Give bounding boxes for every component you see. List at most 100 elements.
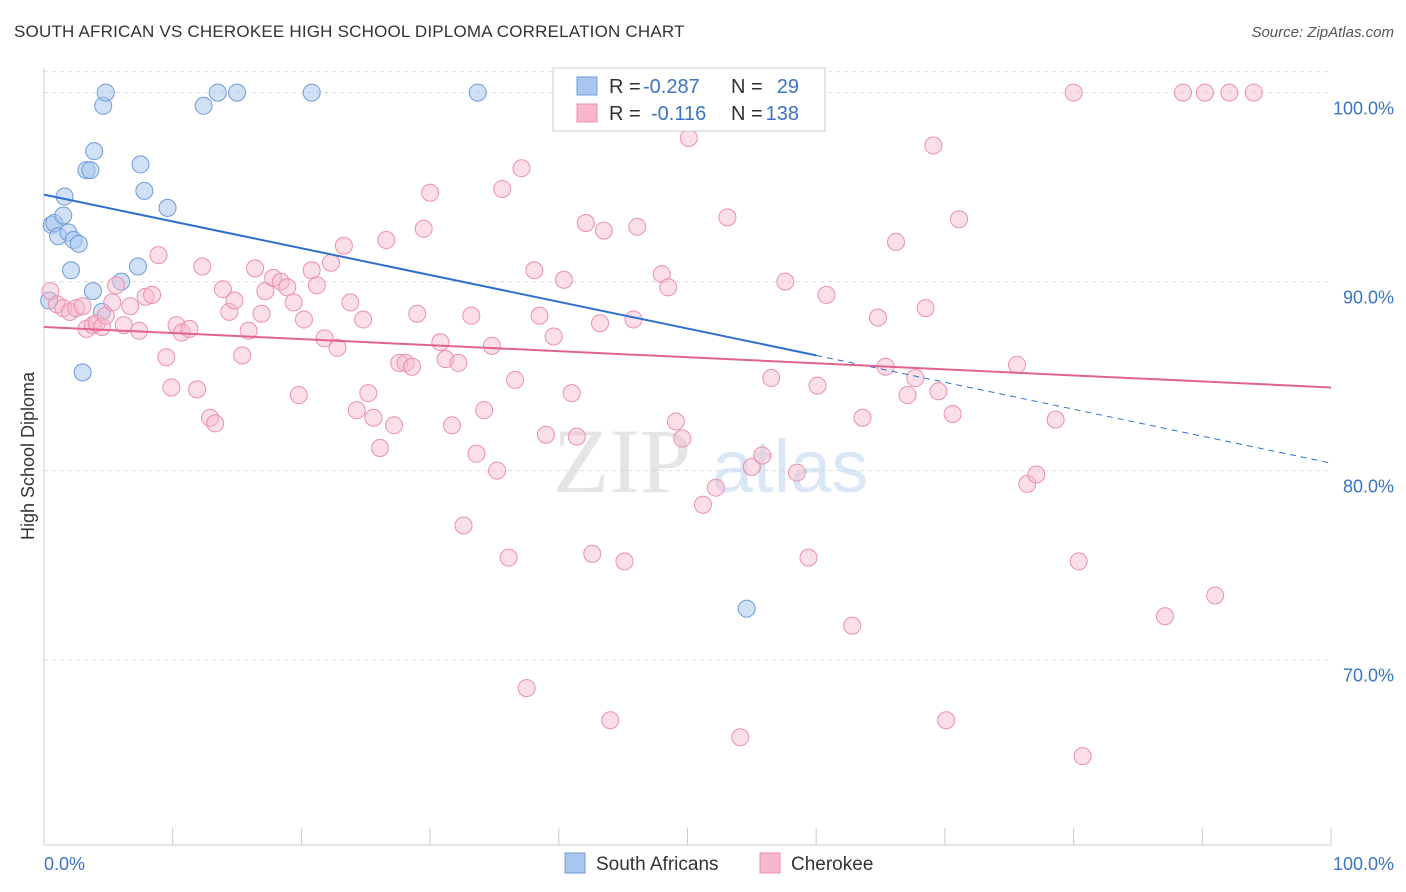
legend-n-label-2: N = <box>731 103 763 125</box>
cherokee-point <box>787 463 806 482</box>
bottom-legend-swatch-cherokee <box>759 852 781 874</box>
cherokee-point <box>385 416 404 435</box>
cherokee-point <box>239 321 258 340</box>
cherokee-point <box>525 261 544 280</box>
cherokee-point <box>1069 552 1088 571</box>
cherokee-point <box>213 280 232 299</box>
y-tick-label: 100.0% <box>1333 99 1394 119</box>
cherokee-point <box>659 278 678 297</box>
south-africans-point <box>128 257 147 276</box>
cherokee-point <box>601 711 620 730</box>
cherokee-point <box>475 401 494 420</box>
cherokee-point <box>252 304 271 323</box>
cherokee-point <box>679 128 698 147</box>
cherokee-point <box>799 548 818 567</box>
cherokee-point <box>536 425 555 444</box>
cherokee-point <box>666 412 685 431</box>
cherokee-point <box>157 348 176 367</box>
cherokee-point <box>1244 83 1263 102</box>
cherokee-point <box>136 287 155 306</box>
bottom-legend: South Africans Cherokee <box>564 852 873 875</box>
y-tick-labels: 70.0% 80.0% 90.0% 100.0% <box>1333 99 1394 686</box>
y-tick-label: 90.0% <box>1343 288 1394 308</box>
cherokee-point <box>843 616 862 635</box>
cherokee-point <box>583 544 602 563</box>
cherokee-point <box>693 495 712 514</box>
cherokee-point <box>517 679 536 698</box>
cherokee-point <box>499 548 518 567</box>
cherokee-point <box>567 427 586 446</box>
cherokee-point <box>1046 410 1065 429</box>
cherokee-point <box>808 376 827 395</box>
cherokee-point <box>924 136 943 155</box>
south-africans-point <box>737 599 756 618</box>
cherokee-point <box>408 304 427 323</box>
cherokee-point <box>225 291 244 310</box>
bottom-legend-south-africans: South Africans <box>596 854 719 875</box>
south-africans-point <box>135 181 154 200</box>
cherokee-point <box>107 276 126 295</box>
legend-swatch-cherokee <box>576 103 598 123</box>
x-tick-label-min: 0.0% <box>44 854 85 874</box>
south-africans-point <box>468 83 487 102</box>
cherokee-point <box>315 329 334 348</box>
cherokee-point <box>364 408 383 427</box>
cherokee-point <box>493 179 512 198</box>
cherokee-point <box>594 221 613 240</box>
south-africans-point <box>69 234 88 253</box>
cherokee-point <box>898 386 917 405</box>
cherokee-point <box>121 297 140 316</box>
cherokee-point <box>143 285 162 304</box>
cherokee-point <box>937 711 956 730</box>
cherokee-point <box>256 282 275 301</box>
south-africans-trendline-extension <box>816 354 1332 464</box>
legend-n-value-2: 138 <box>766 103 799 125</box>
south-africans-point <box>81 161 100 180</box>
cherokee-point <box>206 414 225 433</box>
chart-source: Source: ZipAtlas.com <box>1251 24 1394 41</box>
y-axis-label: High School Diploma <box>18 371 38 540</box>
cherokee-point <box>1195 83 1214 102</box>
cherokee-point <box>1007 355 1026 374</box>
south-africans-point <box>54 206 73 225</box>
cherokee-point <box>868 308 887 327</box>
south-africans-point <box>73 363 92 382</box>
gridlines <box>44 71 1331 661</box>
cherokee-point <box>753 446 772 465</box>
cherokee-point <box>1220 83 1239 102</box>
cherokee-point <box>328 338 347 357</box>
cherokee-point <box>1155 607 1174 626</box>
cherokee-point <box>776 272 795 291</box>
cherokee-point <box>886 232 905 251</box>
cherokee-point <box>421 183 440 202</box>
south-africans-point <box>96 83 115 102</box>
cherokee-point <box>817 285 836 304</box>
south-africans-point <box>131 155 150 174</box>
cherokee-point <box>853 408 872 427</box>
cherokee-point <box>246 259 265 278</box>
cherokee-point <box>530 306 549 325</box>
trendlines <box>43 193 1332 464</box>
cherokee-point <box>488 461 507 480</box>
chart-title: SOUTH AFRICAN VS CHEROKEE HIGH SCHOOL DI… <box>14 22 685 41</box>
south-africans-point <box>55 187 74 206</box>
cherokee-point <box>188 380 207 399</box>
cherokee-point <box>233 346 252 365</box>
cherokee-point <box>950 210 969 229</box>
cherokee-point <box>359 384 378 403</box>
cherokee-point <box>943 404 962 423</box>
cherokee-point <box>307 276 326 295</box>
cherokee-point <box>706 478 725 497</box>
cherokee-point <box>334 236 353 255</box>
cherokee-trendline <box>43 326 1332 389</box>
cherokee-point <box>482 336 501 355</box>
cherokee-point <box>220 302 239 321</box>
cherokee-point <box>906 369 925 388</box>
cherokee-point <box>449 353 468 372</box>
cherokee-point <box>652 265 671 284</box>
south-africans-point <box>208 83 227 102</box>
cherokee-point <box>1064 83 1083 102</box>
south-africans-point <box>194 96 213 115</box>
cherokee-point <box>103 293 122 312</box>
